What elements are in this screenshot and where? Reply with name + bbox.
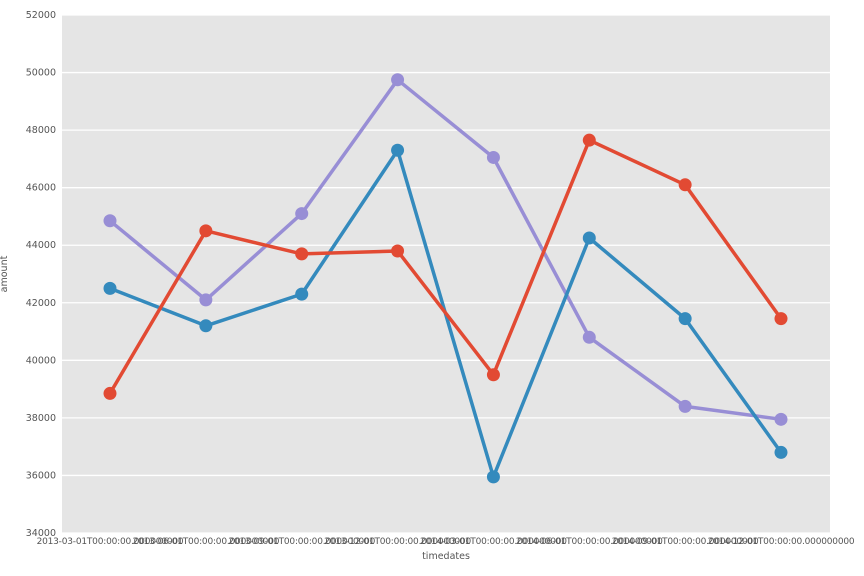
y-tick-label: 48000	[26, 125, 56, 136]
y-axis-label: amount	[0, 255, 10, 293]
series-purple-marker	[582, 330, 596, 344]
series-purple-marker	[486, 150, 500, 164]
series-blue-marker	[582, 231, 596, 245]
x-tick-label: 2013-12-01T00:00:00.000000000	[324, 537, 471, 547]
series-purple-marker	[774, 412, 788, 426]
x-axis-label: timedates	[422, 551, 470, 562]
x-tick-label: 2014-06-01T00:00:00.000000000	[516, 537, 663, 547]
x-tick-label: 2014-12-01T00:00:00.000000000	[708, 537, 855, 547]
y-tick-label: 46000	[26, 183, 56, 194]
x-tick-label: 2013-09-01T00:00:00.000000000	[228, 537, 375, 547]
series-red-marker	[678, 178, 692, 192]
series-blue-marker	[103, 281, 117, 295]
x-tick-label: 2013-03-01T00:00:00.000000000	[37, 537, 184, 547]
series-red-marker	[486, 368, 500, 382]
series-purple-marker	[391, 73, 405, 87]
series-red-marker	[295, 247, 309, 261]
series-blue-marker	[486, 470, 500, 484]
series-blue-marker	[199, 319, 213, 333]
series-red-marker	[103, 386, 117, 400]
plot-background	[62, 15, 830, 533]
series-purple-marker	[199, 293, 213, 307]
y-tick-label: 36000	[26, 470, 56, 481]
y-tick-label: 44000	[26, 240, 56, 251]
series-red-line	[108, 138, 783, 396]
y-tick-label: 40000	[26, 355, 56, 366]
series-blue-marker	[678, 312, 692, 326]
y-tick-label: 38000	[26, 413, 56, 424]
x-tick-label: 2013-06-01T00:00:00.000000000	[132, 537, 279, 547]
series-red-marker	[582, 133, 596, 147]
series-purple-marker	[678, 399, 692, 413]
series-purple-line	[108, 78, 783, 422]
x-tick-label: 2014-09-01T00:00:00.000000000	[612, 537, 759, 547]
series-red-marker	[199, 224, 213, 238]
series-purple-marker	[103, 214, 117, 228]
y-tick-label: 50000	[26, 68, 56, 79]
series-red-marker	[774, 312, 788, 326]
series-blue-marker	[295, 287, 309, 301]
series-blue-marker	[774, 445, 788, 459]
y-tick-label: 42000	[26, 298, 56, 309]
y-tick-label: 52000	[26, 10, 56, 21]
y-tick-label: 34000	[26, 528, 56, 539]
x-tick-label: 2014-03-01T00:00:00.000000000	[420, 537, 567, 547]
series-blue-marker	[391, 143, 405, 157]
series-red-marker	[391, 244, 405, 258]
series-purple-marker	[295, 207, 309, 221]
